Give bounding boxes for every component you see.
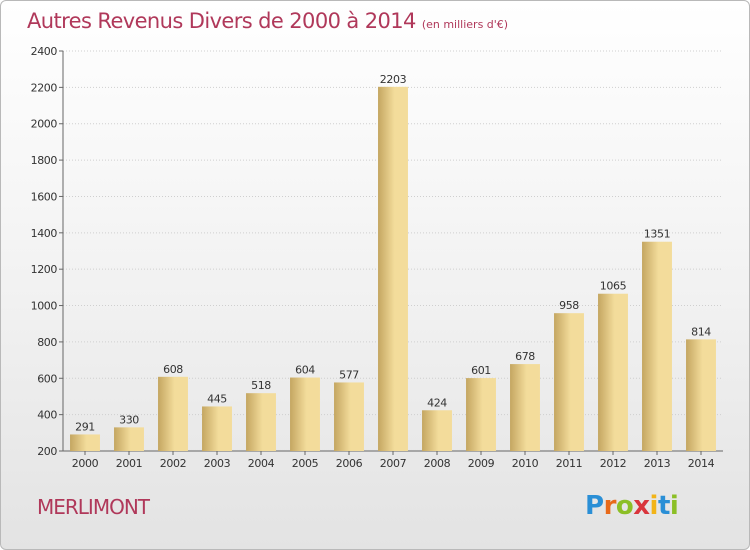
bar-2007 xyxy=(378,86,408,452)
x-tick-label: 2004 xyxy=(248,457,275,470)
proxiti-logo[interactable]: Proxiti xyxy=(585,491,679,521)
x-tick-label: 2007 xyxy=(380,457,407,470)
x-tick-label: 2013 xyxy=(644,457,671,470)
bar-2012 xyxy=(598,293,628,451)
x-tick-label: 2014 xyxy=(688,457,715,470)
y-tick-label: 2200 xyxy=(31,81,58,94)
y-tick-label: 1200 xyxy=(31,263,58,276)
bar-2006 xyxy=(334,382,364,451)
bar-2002 xyxy=(158,376,188,451)
x-tick-label: 2009 xyxy=(468,457,495,470)
commune-name: MERLIMONT xyxy=(37,495,150,519)
bar-2001 xyxy=(114,427,144,451)
y-tick-label: 1400 xyxy=(31,227,58,240)
y-tick-label: 400 xyxy=(37,409,57,422)
bars xyxy=(70,86,716,452)
chart-title-block: Autres Revenus Divers de 2000 à 2014 (en … xyxy=(27,9,508,33)
y-tick-label: 2400 xyxy=(31,45,58,58)
x-tick-label: 2006 xyxy=(336,457,363,470)
x-tick-label: 2002 xyxy=(160,457,186,470)
bar-2004 xyxy=(246,393,276,451)
bar-2010 xyxy=(510,364,540,451)
bar-2011 xyxy=(554,313,584,451)
axes: 200 400 600 800 1000 1200 1400 1600 1800 2000 2200… xyxy=(31,45,723,470)
y-tick-label: 600 xyxy=(37,372,57,385)
bar-2013 xyxy=(642,241,672,451)
data-labels: 291 330 608 445 518 604 577 2203 424 601 678 958 106… xyxy=(75,73,712,434)
data-label-2001: 330 xyxy=(119,413,139,426)
y-tick-label: 2000 xyxy=(31,118,58,131)
data-label-2000: 291 xyxy=(75,420,95,433)
x-tick-label: 2003 xyxy=(204,457,231,470)
bar-2005 xyxy=(290,377,320,451)
data-label-2009: 601 xyxy=(471,364,491,377)
data-label-2002: 608 xyxy=(163,363,183,376)
bar-2009 xyxy=(466,378,496,451)
logo-letter: r xyxy=(603,491,617,521)
x-tick-label: 2000 xyxy=(72,457,99,470)
chart-title: Autres Revenus Divers de 2000 à 2014 xyxy=(27,9,416,33)
data-label-2003: 445 xyxy=(207,392,227,405)
data-label-2005: 604 xyxy=(295,364,315,377)
logo-letter: t xyxy=(657,491,670,521)
data-label-2013: 1351 xyxy=(644,228,670,241)
data-label-2011: 958 xyxy=(559,299,579,312)
chart-subtitle: (en milliers d'€) xyxy=(421,18,509,31)
x-tick-label: 2012 xyxy=(600,457,626,470)
x-tick-label: 2005 xyxy=(292,457,319,470)
data-label-2012: 1065 xyxy=(600,280,627,293)
y-tick-label: 1000 xyxy=(31,300,58,313)
x-tick-label: 2001 xyxy=(116,457,142,470)
data-label-2014: 814 xyxy=(691,325,711,338)
data-label-2008: 424 xyxy=(427,396,447,409)
x-tick-label: 2011 xyxy=(556,457,582,470)
bar-2014 xyxy=(686,339,716,451)
y-tick-label: 200 xyxy=(37,445,57,458)
logo-letter: i xyxy=(669,491,679,521)
bar-2000 xyxy=(70,434,100,451)
x-tick-label: 2010 xyxy=(512,457,539,470)
data-label-2006: 577 xyxy=(339,368,359,381)
x-tick-label: 2008 xyxy=(424,457,451,470)
data-label-2004: 518 xyxy=(251,379,271,392)
bar-2003 xyxy=(202,406,232,451)
y-tick-label: 800 xyxy=(37,336,57,349)
y-tick-label: 1800 xyxy=(31,154,58,167)
logo-letter: o xyxy=(615,491,634,521)
logo-letter: i xyxy=(649,491,659,521)
logo-letter: P xyxy=(585,491,604,521)
data-label-2007: 2203 xyxy=(380,73,407,86)
logo-letter: x xyxy=(633,491,650,521)
data-label-2010: 678 xyxy=(515,350,535,363)
bar-2008 xyxy=(422,410,452,451)
y-tick-label: 1600 xyxy=(31,190,58,203)
